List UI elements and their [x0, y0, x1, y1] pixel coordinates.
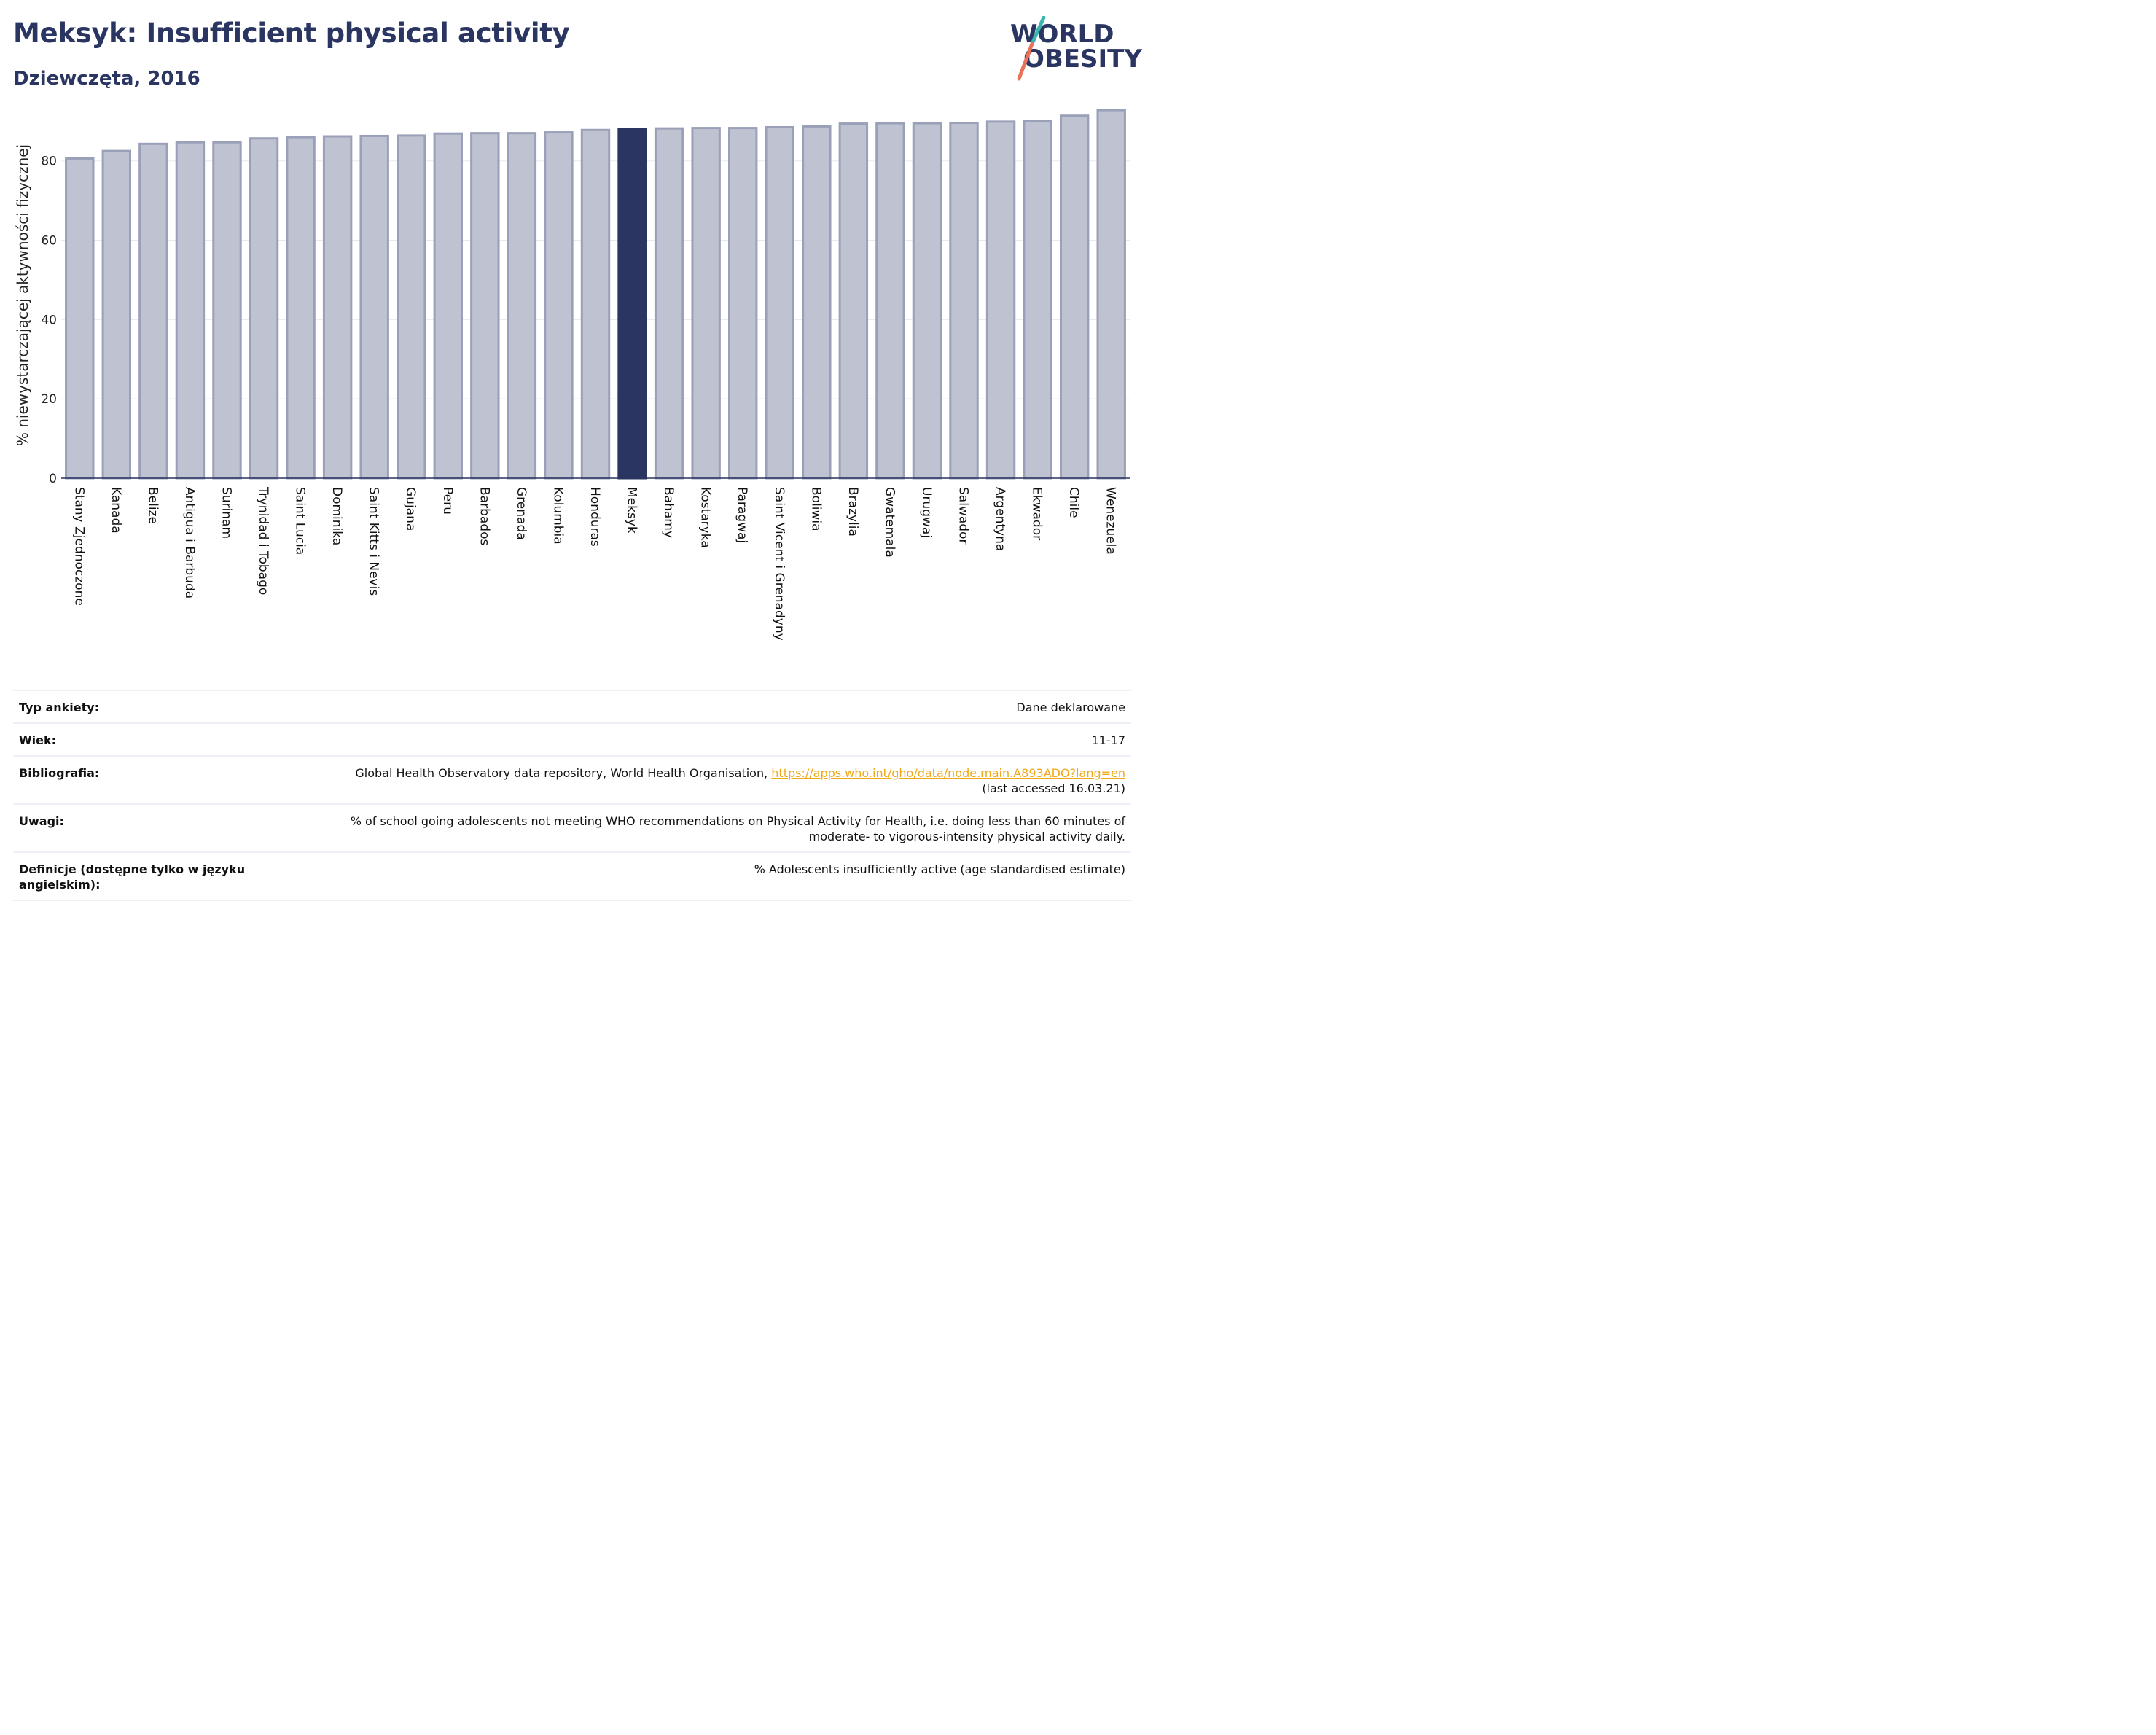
y-tick-label: 20 — [41, 392, 57, 407]
metadata-table: Typ ankiety: Dane deklarowane Wiek: 11-1… — [13, 690, 1131, 901]
x-tick-label: Antigua i Barbuda — [182, 487, 197, 599]
bar — [544, 131, 574, 480]
bar — [802, 125, 832, 480]
y-tick-label: 60 — [41, 234, 57, 249]
x-tick-label: Kanada — [109, 487, 123, 534]
x-tick-label: Belize — [145, 487, 160, 524]
meta-value: Dane deklarowane — [1016, 701, 1125, 714]
x-tick-label: Chile — [1066, 487, 1081, 518]
logo-line-1: WORLD — [1010, 20, 1114, 49]
bar — [322, 135, 353, 480]
x-tick-label: Ekwador — [1030, 487, 1044, 540]
y-axis-label: % niewystarczającej aktywności fizycznej — [14, 144, 31, 446]
bibliography-text: Global Health Observatory data repositor… — [355, 766, 772, 780]
x-tick-label: Bahamy — [661, 487, 676, 538]
meta-value: % of school going adolescents not meetin… — [351, 814, 1125, 844]
bar — [138, 142, 168, 480]
bar — [912, 122, 942, 480]
meta-row-bibliography: Bibliografia: Global Health Observatory … — [13, 755, 1131, 803]
meta-label: Typ ankiety: — [19, 701, 100, 714]
bar — [397, 134, 426, 480]
x-tick-label: Trynidad i Tobago — [256, 486, 270, 595]
bar-chart: 0 20 40 60 80 % niewystarczającej aktywności … — [14, 109, 1130, 641]
meta-label: Definicje (dostępne tylko w języku angie… — [19, 862, 246, 892]
y-tick-label: 80 — [41, 155, 57, 169]
bar — [728, 127, 758, 480]
meta-row-notes: Uwagi: % of school going adolescents not… — [13, 803, 1131, 851]
meta-label: Bibliografia: — [19, 766, 100, 780]
bar — [654, 127, 684, 480]
x-tick-label: Salwador — [956, 487, 971, 544]
meta-row-survey-type: Typ ankiety: Dane deklarowane — [13, 690, 1131, 722]
bar — [1023, 120, 1052, 480]
x-tick-label: Argentyna — [993, 487, 1007, 551]
bar — [470, 132, 500, 480]
x-tick-label: Brazylia — [845, 487, 860, 537]
chart-subtitle: Dziewczęta, 2016 — [13, 68, 200, 90]
bar — [433, 132, 463, 480]
bar — [286, 136, 316, 480]
bar — [359, 134, 389, 480]
bar — [507, 132, 537, 480]
bar — [875, 122, 905, 480]
meta-row-age: Wiek: 11-17 — [13, 722, 1131, 755]
world-obesity-logo[interactable]: WORLD OBESITY — [1007, 16, 1142, 82]
x-tick-label: Barbados — [477, 487, 491, 545]
bibliography-link[interactable]: https://apps.who.int/gho/data/node.main.… — [771, 766, 1125, 780]
chart-title: Meksyk: Insufficient physical activity — [13, 17, 570, 49]
x-tick-label: Surinam — [219, 487, 233, 539]
y-tick-label: 0 — [49, 472, 57, 486]
bar — [65, 157, 95, 480]
notes-line-1: % of school going adolescents not meetin… — [350, 814, 1125, 828]
x-tick-label: Gujana — [403, 487, 418, 531]
bar — [1096, 109, 1126, 480]
x-tick-label: Paragwaj — [735, 487, 749, 543]
meta-row-definitions: Definicje (dostępne tylko w języku angie… — [13, 851, 1131, 901]
x-tick-label: Saint Kitts i Nevis — [367, 487, 381, 596]
x-tick-label: Gwatemala — [882, 487, 897, 558]
bar — [580, 128, 611, 480]
bar — [949, 121, 979, 480]
meta-label: Uwagi: — [19, 814, 64, 828]
bar — [838, 122, 869, 480]
x-tick-label: Meksyk — [625, 487, 639, 534]
bibliography-accessed: (last accessed 16.03.21) — [982, 781, 1125, 795]
bar — [249, 137, 279, 480]
x-tick-label: Wenezuela — [1104, 487, 1118, 555]
bar-highlighted — [617, 128, 647, 480]
x-tick-label: Honduras — [587, 487, 602, 547]
meta-label: Wiek: — [19, 733, 57, 747]
logo-line-2: OBESITY — [1023, 44, 1142, 74]
x-tick-label: Kostaryka — [698, 487, 713, 548]
bar — [175, 141, 206, 480]
bar — [985, 120, 1016, 480]
x-tick-label: Grenada — [514, 487, 528, 540]
meta-value: 11-17 — [1091, 733, 1126, 747]
notes-line-2: moderate- to vigorous-intensity physical… — [808, 830, 1125, 843]
y-tick-label: 40 — [41, 313, 57, 327]
logo-slash-icon — [1017, 16, 1046, 81]
bar — [691, 127, 721, 480]
bar — [1059, 114, 1090, 480]
meta-value: Global Health Observatory data repositor… — [355, 765, 1125, 796]
x-tick-label: Peru — [440, 487, 455, 515]
x-tick-label: Saint Lucia — [293, 487, 308, 555]
bar — [765, 125, 794, 480]
x-tick-label: Stany Zjednoczone — [71, 487, 86, 606]
x-tick-label: Saint Vicent i Grenadyny — [772, 487, 786, 641]
bar — [212, 141, 242, 480]
meta-value: % Adolescents insufficiently active (age… — [754, 862, 1125, 876]
x-tick-label: Urugwaj — [919, 487, 934, 538]
x-tick-label: Boliwia — [808, 487, 823, 531]
bar — [101, 149, 132, 480]
x-tick-label: Dominika — [329, 487, 344, 545]
x-tick-label: Kolumbia — [550, 487, 565, 545]
